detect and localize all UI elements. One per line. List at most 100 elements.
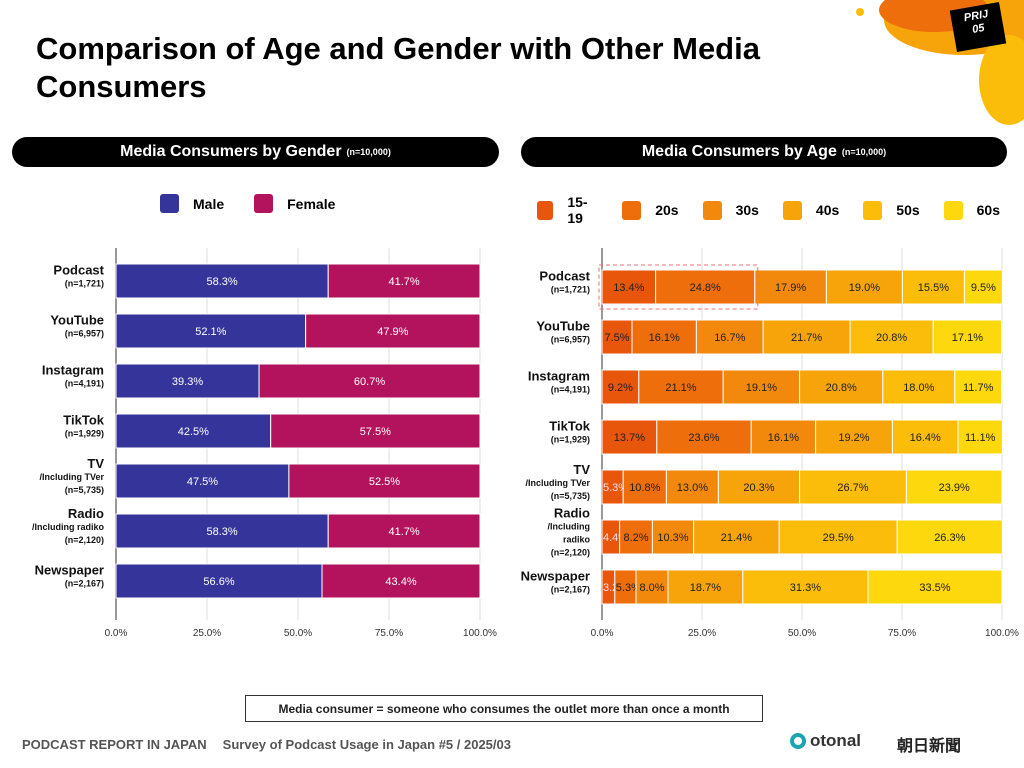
legend-swatch [702, 200, 722, 220]
legend-item: 30s [702, 200, 759, 220]
legend-item: Female [254, 194, 335, 213]
legend-label: Male [193, 195, 225, 212]
category-sublabel: /Including radiko [32, 522, 105, 532]
data-label: 57.5% [360, 426, 391, 438]
data-label: 21.1% [665, 382, 696, 394]
asahi-logo: 朝日新聞 [897, 738, 962, 755]
data-label: 58.3% [207, 276, 238, 288]
data-label: 60.7% [354, 376, 385, 388]
category-label: TV [573, 462, 590, 477]
data-label: 18.0% [903, 382, 934, 394]
bar-segment [115, 563, 323, 599]
data-label: 16.4% [910, 432, 941, 444]
data-label: 19.0% [849, 282, 880, 294]
legend-label: 50s [896, 202, 920, 218]
data-label: 23.6% [688, 432, 719, 444]
legend-swatch [537, 200, 554, 220]
category-sublabel: (n=2,167) [551, 585, 590, 595]
bar-segment [638, 369, 724, 405]
data-label: 20.8% [826, 382, 857, 394]
x-tick-label: 50.0% [284, 628, 312, 639]
data-label: 41.7% [389, 526, 420, 538]
category-label: YouTube [536, 319, 590, 334]
data-label: 21.4% [721, 532, 752, 544]
data-label: 8.2% [623, 532, 648, 544]
bar-segment [655, 269, 756, 305]
category-label: TikTok [549, 419, 590, 434]
x-tick-label: 75.0% [888, 628, 916, 639]
data-label: 41.7% [389, 276, 420, 288]
bar-segment [717, 469, 801, 505]
bar-segment [799, 369, 884, 405]
legend-item: 15-19 [537, 194, 598, 226]
category-label: Radio [554, 506, 590, 521]
otonal-text: otonal [810, 731, 861, 750]
highlight-box [598, 264, 759, 310]
category-label: Instagram [42, 363, 104, 378]
data-label: 8.0% [639, 582, 664, 594]
page-title: Comparison of Age and Gender with Other … [36, 31, 760, 104]
x-tick-label: 25.0% [688, 628, 716, 639]
otonal-icon [790, 733, 806, 749]
bar-segment [321, 563, 481, 599]
category-sublabel: (n=6,957) [65, 329, 104, 339]
bar-segment [115, 463, 290, 499]
x-tick-label: 100.0% [985, 628, 1019, 639]
data-label: 19.1% [746, 382, 777, 394]
page-badge: PRIJ 05 [949, 1, 1007, 53]
definition-note: Media consumer = someone who consumes th… [245, 695, 763, 722]
category-sublabel: (n=1,721) [551, 285, 590, 295]
category-label: Podcast [539, 269, 590, 284]
category-sublabel: /Including TVer [39, 472, 104, 482]
legend-item: 20s [622, 200, 679, 220]
bar-segment [258, 363, 481, 399]
legend-swatch [254, 194, 274, 213]
legend-item: Male [160, 194, 224, 213]
data-label: 9.5% [971, 282, 996, 294]
x-tick-label: 25.0% [193, 628, 221, 639]
category-sublabel: (n=2,167) [65, 579, 104, 589]
category-sublabel: (n=5,735) [65, 485, 104, 495]
category-sublabel: (n=6,957) [551, 335, 590, 345]
data-label: 19.2% [838, 432, 869, 444]
footer-survey: Survey of Podcast Usage in Japan #5 / 20… [222, 737, 511, 752]
data-label: 24.8% [690, 282, 721, 294]
category-label: Radio [68, 506, 104, 521]
legend-item: 50s [863, 200, 920, 220]
bar-segment [754, 269, 827, 305]
bar-segment [327, 513, 481, 549]
data-label: 52.1% [195, 326, 226, 338]
age-title-note: (n=10,000) [841, 147, 887, 157]
x-tick-label: 0.0% [105, 628, 128, 639]
data-label: 31.3% [790, 582, 821, 594]
gender-title-note: (n=10,000) [346, 147, 391, 157]
category-sublabel: (n=1,929) [65, 429, 104, 439]
data-label: 39.3% [172, 376, 203, 388]
age-chart-title: Media Consumers by Age (n=10,000) [521, 137, 1007, 167]
bar-segment [778, 519, 898, 555]
bar-segment [957, 419, 1003, 455]
data-label: 13.0% [677, 482, 708, 494]
bar-segment [622, 469, 667, 505]
bar-segment [656, 419, 752, 455]
gender-legend: Male Female [160, 194, 365, 213]
data-label: 18.7% [690, 582, 721, 594]
legend-swatch [622, 200, 642, 220]
gender-title-text: Media Consumers by Gender [120, 143, 342, 160]
data-label: 10.3% [657, 532, 688, 544]
data-label: 11.1% [965, 432, 996, 444]
bar-segment [619, 519, 653, 555]
x-tick-label: 0.0% [591, 628, 614, 639]
category-label: Newspaper [35, 563, 104, 578]
data-label: 29.5% [823, 532, 854, 544]
category-label: TV [87, 456, 104, 471]
data-label: 16.1% [649, 332, 680, 344]
category-label: Instagram [528, 369, 590, 384]
bar-segment [270, 413, 481, 449]
data-label: 17.9% [775, 282, 806, 294]
legend-item: 40s [782, 200, 839, 220]
legend-swatch [943, 200, 963, 220]
otonal-logo: otonal [790, 731, 861, 751]
data-label: 26.7% [837, 482, 868, 494]
bar-segment [722, 369, 801, 405]
